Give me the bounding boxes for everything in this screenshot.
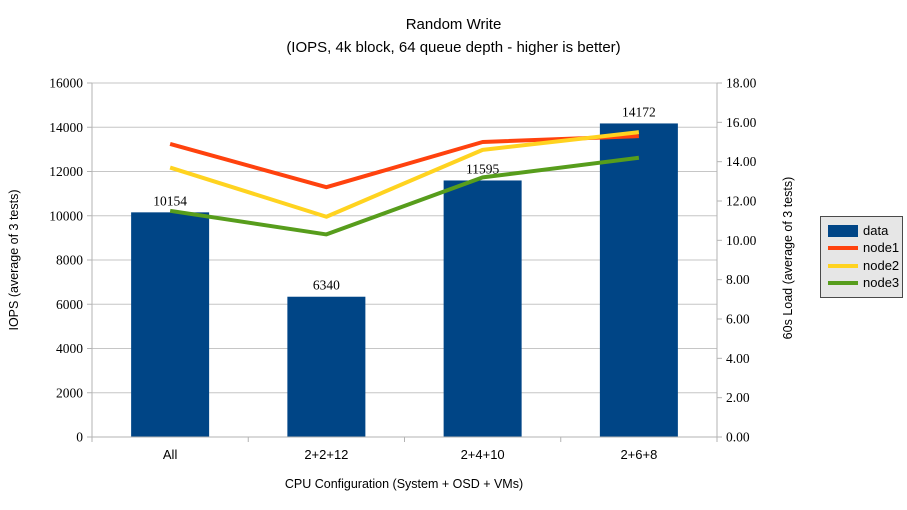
- left-axis-title: IOPS (average of 3 tests): [7, 189, 21, 330]
- left-axis-ticks: 0 2000 4000 6000 8000 10000 12000 14000 16000: [49, 76, 92, 445]
- legend-line-swatch: [828, 246, 858, 251]
- category-label: 2+4+10: [461, 447, 505, 462]
- line-series: [169, 130, 640, 237]
- bar-value-labels: 10154 6340 11595 14172: [153, 104, 656, 292]
- right-tick-label: 16.00: [726, 115, 757, 130]
- legend-line-swatch: [828, 281, 858, 286]
- category-labels: All 2+2+12 2+4+10 2+6+8: [163, 447, 657, 462]
- bar-series-data: [131, 123, 678, 437]
- bar-All: [131, 212, 210, 437]
- x-axis-title: CPU Configuration (System + OSD + VMs): [285, 477, 523, 491]
- category-label: All: [163, 447, 178, 462]
- chart-subtitle: (IOPS, 4k block, 64 queue depth - higher…: [286, 39, 621, 56]
- right-tick-label: 10.00: [726, 233, 757, 248]
- line-node1: [169, 134, 639, 190]
- left-tick-label: 14000: [49, 120, 83, 135]
- bar-value-label: 6340: [313, 278, 340, 293]
- line-node3: [169, 155, 640, 237]
- right-axis-title: 60s Load (average of 3 tests): [781, 177, 795, 340]
- legend-label: node3: [863, 275, 900, 291]
- category-label: 2+6+8: [620, 447, 657, 462]
- right-tick-label: 8.00: [726, 272, 750, 287]
- legend: data node1 node2 node3: [820, 216, 903, 298]
- left-tick-label: 16000: [49, 76, 83, 91]
- line-node2: [169, 130, 640, 219]
- left-tick-label: 10000: [49, 208, 83, 223]
- legend-line-swatch: [828, 263, 858, 268]
- right-tick-label: 14.00: [726, 154, 757, 169]
- category-label: 2+2+12: [304, 447, 348, 462]
- bar-value-label: 11595: [466, 161, 499, 176]
- legend-item-data: data: [828, 222, 900, 238]
- bar-value-label: 14172: [622, 104, 656, 119]
- left-tick-label: 4000: [56, 341, 83, 356]
- right-tick-label: 2.00: [726, 390, 750, 405]
- left-tick-label: 0: [76, 430, 83, 445]
- right-tick-label: 6.00: [726, 312, 750, 327]
- bar-2+4+10: [443, 180, 522, 437]
- bar-value-label: 10154: [153, 193, 187, 208]
- right-axis-ticks: 0.00 2.00 4.00 6.00 8.00 10.00 12.00 14.00 16.00…: [717, 76, 757, 445]
- right-tick-label: 12.00: [726, 194, 757, 209]
- chart-title: Random Write: [405, 16, 502, 33]
- left-tick-label: 12000: [49, 164, 83, 179]
- legend-item-node3: node3: [828, 276, 900, 290]
- legend-label: node2: [863, 257, 900, 273]
- left-tick-label: 6000: [56, 297, 83, 312]
- left-tick-label: 8000: [56, 253, 83, 268]
- right-tick-label: 18.00: [726, 76, 757, 91]
- legend-bar-swatch: [828, 224, 858, 237]
- legend-label: data: [863, 222, 889, 238]
- left-tick-label: 2000: [56, 385, 83, 400]
- bar-2+6+8: [599, 123, 678, 437]
- right-tick-label: 4.00: [726, 351, 750, 366]
- bar-2+2+12: [287, 296, 366, 437]
- x-axis-ticks: [91, 437, 718, 442]
- chart-title-block: Random Write (IOPS, 4k block, 64 queue d…: [0, 13, 907, 59]
- legend-item-node1: node1: [828, 241, 900, 255]
- right-tick-label: 0.00: [726, 430, 750, 445]
- legend-item-node2: node2: [828, 257, 900, 273]
- legend-label: node1: [863, 240, 900, 256]
